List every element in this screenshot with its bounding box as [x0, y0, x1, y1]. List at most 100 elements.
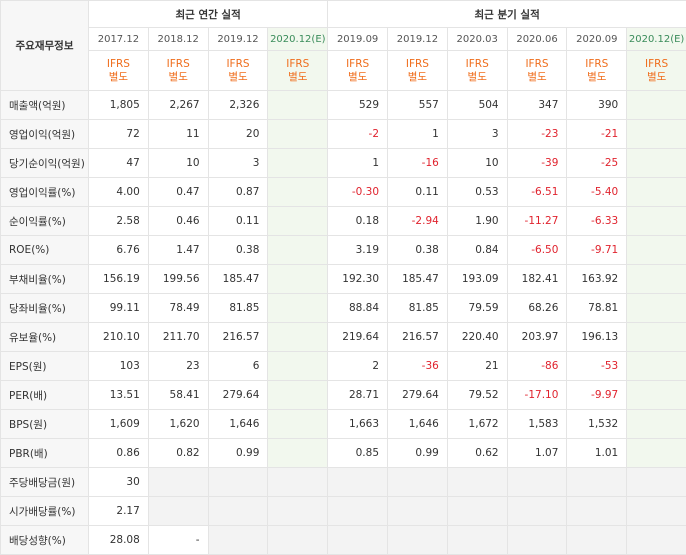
value-cell: 3 — [208, 149, 268, 178]
empty-cell — [268, 149, 328, 178]
value-cell: 0.62 — [447, 439, 507, 468]
value-cell: 28.71 — [328, 381, 388, 410]
value-cell: 210.10 — [89, 323, 149, 352]
row-label: 시가배당률(%) — [1, 497, 89, 526]
standard: IFRS — [328, 58, 387, 71]
empty-cell — [268, 178, 328, 207]
basis: 별도 — [627, 71, 686, 84]
basis: 별도 — [508, 71, 567, 84]
empty-cell — [627, 149, 686, 178]
empty-cell — [507, 468, 567, 497]
value-cell: 199.56 — [148, 265, 208, 294]
value-cell: -9.71 — [567, 236, 627, 265]
empty-cell — [627, 265, 686, 294]
empty-cell — [268, 91, 328, 120]
empty-cell — [268, 497, 328, 526]
value-cell: 1,805 — [89, 91, 149, 120]
value-cell: 78.81 — [567, 294, 627, 323]
row-label: 영업이익률(%) — [1, 178, 89, 207]
row-label: PBR(배) — [1, 439, 89, 468]
empty-cell — [268, 207, 328, 236]
standard: IFRS — [508, 58, 567, 71]
value-cell: -39 — [507, 149, 567, 178]
row-label: PER(배) — [1, 381, 89, 410]
value-cell: 79.59 — [447, 294, 507, 323]
value-cell: 103 — [89, 352, 149, 381]
value-cell: 1.47 — [148, 236, 208, 265]
row-label: 매출액(억원) — [1, 91, 89, 120]
value-cell: 1.90 — [447, 207, 507, 236]
value-cell: 0.46 — [148, 207, 208, 236]
value-cell: 81.85 — [388, 294, 448, 323]
row-label: 배당성향(%) — [1, 526, 89, 555]
row-label: 당좌비율(%) — [1, 294, 89, 323]
row-label: 부채비율(%) — [1, 265, 89, 294]
value-cell: 4.00 — [89, 178, 149, 207]
basis: 별도 — [328, 71, 387, 84]
period-header: 2020.06 — [507, 28, 567, 51]
empty-cell — [328, 497, 388, 526]
value-cell: 1,620 — [148, 410, 208, 439]
value-cell: 0.85 — [328, 439, 388, 468]
row-label: 순이익률(%) — [1, 207, 89, 236]
empty-cell — [148, 468, 208, 497]
group-header: 최근 연간 실적 — [89, 1, 328, 28]
value-cell: 1.07 — [507, 439, 567, 468]
period-header: 2020.03 — [447, 28, 507, 51]
value-cell: 2.17 — [89, 497, 149, 526]
row-label: 당기순이익(억원) — [1, 149, 89, 178]
empty-cell — [567, 526, 627, 555]
basis: 별도 — [268, 71, 327, 84]
value-cell: 3.19 — [328, 236, 388, 265]
value-cell: 58.41 — [148, 381, 208, 410]
empty-cell — [268, 294, 328, 323]
empty-cell — [627, 323, 686, 352]
empty-cell — [268, 352, 328, 381]
value-cell: 47 — [89, 149, 149, 178]
value-cell: 1,646 — [388, 410, 448, 439]
value-cell: 279.64 — [388, 381, 448, 410]
empty-cell — [627, 207, 686, 236]
value-cell: 279.64 — [208, 381, 268, 410]
empty-cell — [627, 410, 686, 439]
empty-cell — [627, 294, 686, 323]
value-cell: 193.09 — [447, 265, 507, 294]
value-cell: 20 — [208, 120, 268, 149]
row-label: 주당배당금(원) — [1, 468, 89, 497]
standard: IFRS — [627, 58, 686, 71]
value-cell: 182.41 — [507, 265, 567, 294]
standard: IFRS — [268, 58, 327, 71]
value-cell: 3 — [447, 120, 507, 149]
period-header: 2017.12 — [89, 28, 149, 51]
empty-cell — [268, 526, 328, 555]
value-cell: 1.01 — [567, 439, 627, 468]
empty-cell — [268, 120, 328, 149]
period-header: 2019.12 — [388, 28, 448, 51]
value-cell: 11 — [148, 120, 208, 149]
value-cell: 185.47 — [388, 265, 448, 294]
value-cell: 185.47 — [208, 265, 268, 294]
value-cell: 1 — [328, 149, 388, 178]
value-cell: 529 — [328, 91, 388, 120]
value-cell: 557 — [388, 91, 448, 120]
empty-cell — [627, 352, 686, 381]
value-cell: 504 — [447, 91, 507, 120]
value-cell: -2 — [328, 120, 388, 149]
value-cell: 1 — [388, 120, 448, 149]
value-cell: 211.70 — [148, 323, 208, 352]
empty-cell — [268, 236, 328, 265]
value-cell: 216.57 — [208, 323, 268, 352]
value-cell: 2 — [328, 352, 388, 381]
value-cell: -6.51 — [507, 178, 567, 207]
empty-cell — [627, 439, 686, 468]
empty-cell — [627, 178, 686, 207]
